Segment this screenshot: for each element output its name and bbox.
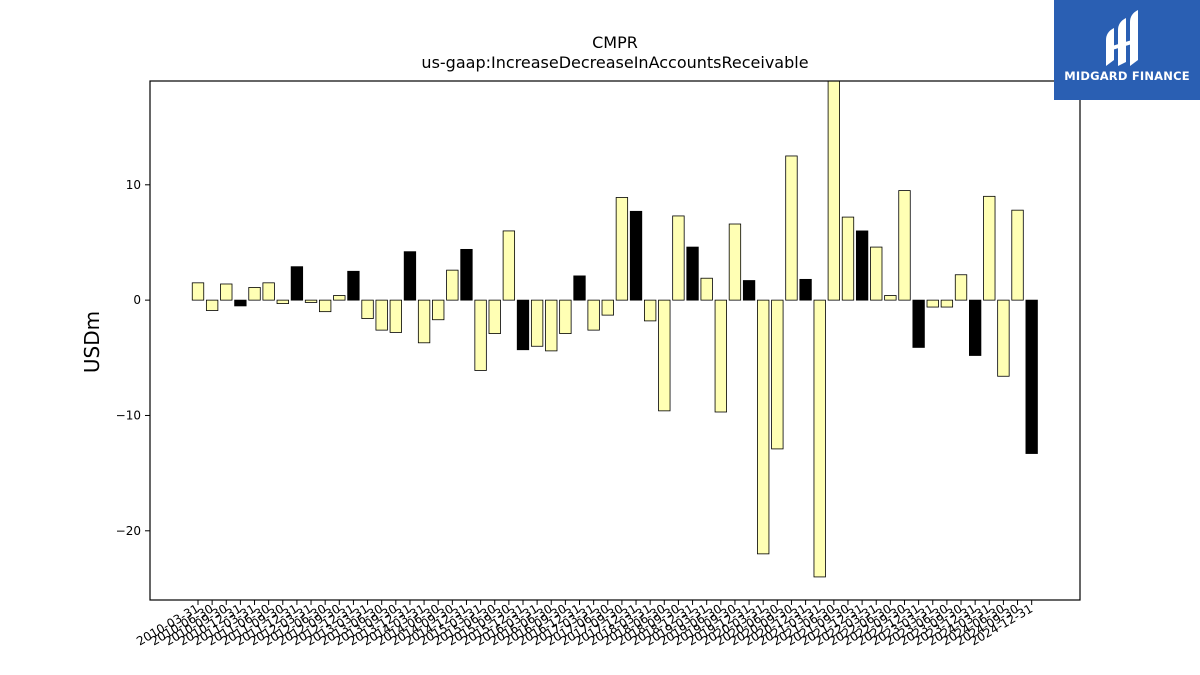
bars-group — [191, 80, 1038, 578]
bar-2011-12-31 — [290, 266, 304, 301]
bar-2015-09-30 — [502, 230, 516, 301]
bar-2014-09-30 — [446, 269, 459, 301]
bar-2023-06-30 — [940, 299, 954, 308]
y-tick-label: 10 — [126, 178, 141, 192]
bar-2023-12-31 — [969, 299, 982, 356]
bar-2018-06-30 — [658, 299, 671, 412]
bar-2014-12-31 — [460, 248, 473, 301]
y-tick-label: −20 — [116, 524, 141, 538]
bar-2013-12-31 — [403, 251, 417, 301]
bar-2024-09-30 — [1011, 209, 1024, 301]
bar-2020-12-31 — [799, 278, 812, 301]
bar-2010-03-31 — [191, 282, 205, 301]
bar-2010-06-30 — [205, 299, 219, 311]
bar-2022-03-31 — [870, 246, 883, 301]
bar-2021-12-31 — [855, 230, 869, 301]
logo-text: MIDGARD FINANCE — [1064, 69, 1190, 83]
bar-2022-12-31 — [912, 299, 925, 348]
company-logo: MIDGARD FINANCE — [1054, 0, 1200, 100]
bar-2019-12-31 — [742, 280, 756, 301]
bar-2018-12-31 — [686, 246, 699, 301]
bar-2019-03-31 — [700, 277, 713, 301]
bar-2011-03-31 — [248, 287, 261, 301]
bar-2016-06-30 — [545, 299, 558, 352]
bar-2020-06-30 — [771, 299, 784, 450]
bar-2016-12-31 — [573, 275, 586, 301]
bar-2011-06-30 — [262, 282, 275, 301]
y-axis: −20 −10 0 10 — [116, 178, 150, 538]
bar-2019-09-30 — [728, 223, 742, 301]
bar-2015-12-31 — [516, 299, 530, 351]
bar-2024-06-30 — [997, 299, 1010, 377]
bar-2018-03-31 — [644, 299, 657, 322]
bar-2010-12-31 — [234, 299, 247, 307]
y-axis-label: USDm — [80, 311, 104, 373]
bar-2017-06-30 — [601, 299, 614, 316]
bar-2017-09-30 — [615, 197, 629, 301]
bar-2012-12-31 — [347, 270, 360, 301]
bar-2021-09-30 — [841, 216, 855, 301]
bar-2012-06-30 — [319, 299, 332, 313]
chart-subtitle: us-gaap:IncreaseDecreaseInAccountsReceiv… — [421, 53, 808, 72]
bar-2019-06-30 — [714, 299, 727, 413]
bar-2010-09-30 — [220, 283, 233, 301]
bar-2017-12-31 — [629, 210, 643, 301]
bar-2013-09-30 — [389, 299, 402, 333]
bar-2023-03-31 — [926, 299, 939, 308]
bar-2014-03-31 — [417, 299, 431, 344]
bar-2016-03-31 — [530, 299, 544, 347]
bar-2017-03-31 — [587, 299, 600, 331]
bar-2015-06-30 — [488, 299, 501, 334]
bar-2011-09-30 — [276, 299, 289, 304]
bar-2013-06-30 — [375, 299, 388, 331]
bar-2022-09-30 — [898, 190, 911, 301]
bar-2021-03-31 — [813, 299, 826, 578]
y-tick-label: 0 — [133, 293, 141, 307]
bar-2021-06-30 — [827, 80, 840, 301]
bar-2018-09-30 — [672, 215, 685, 301]
y-tick-label: −10 — [116, 408, 141, 422]
x-axis: 2010-03-312010-06-302010-09-302010-12-31… — [134, 600, 1035, 648]
bar-2013-03-31 — [361, 299, 374, 319]
bar-2012-03-31 — [304, 299, 318, 303]
logo-mark-icon — [1106, 10, 1138, 66]
bar-2024-12-31 — [1025, 299, 1038, 454]
bar-2024-03-31 — [983, 195, 996, 301]
bar-2014-06-30 — [432, 299, 445, 321]
bar-2016-09-30 — [559, 299, 572, 334]
bar-2023-09-30 — [954, 274, 968, 301]
plot-frame — [149, 80, 1081, 601]
bar-2020-03-31 — [757, 299, 770, 555]
chart-title: CMPR — [592, 33, 638, 52]
bar-2015-03-31 — [474, 299, 487, 371]
bar-2022-06-30 — [884, 295, 897, 301]
bar-2020-09-30 — [785, 155, 798, 301]
bar-2012-09-30 — [333, 295, 346, 301]
